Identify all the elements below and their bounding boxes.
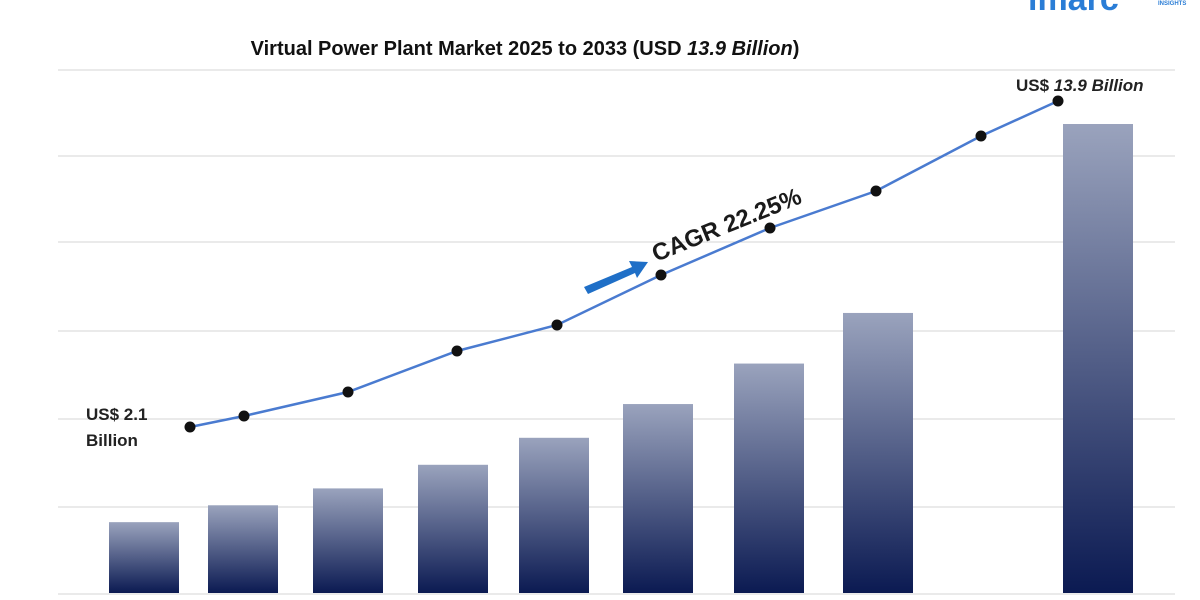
end-value-prefix: US$	[1016, 76, 1054, 95]
bar	[313, 488, 383, 593]
bar	[843, 312, 913, 593]
trend-marker	[238, 410, 250, 422]
trend-marker	[184, 421, 196, 433]
trend-marker	[655, 269, 667, 281]
start-value-label-line1: US$ 2.1	[86, 405, 147, 424]
end-value-amount: 13.9 Billion	[1054, 76, 1144, 95]
bar	[623, 404, 693, 593]
bar	[1063, 124, 1133, 593]
bar	[109, 522, 179, 593]
start-value-label-line2: Billion	[86, 431, 138, 450]
imarc-logo: imarc INSIGHTS	[1028, 0, 1186, 18]
bar	[418, 464, 488, 593]
chart-title: Virtual Power Plant Market 2025 to 2033 …	[251, 38, 800, 60]
chart-title-value: 13.9 Billion	[687, 38, 793, 60]
cagr-label: CAGR 22.25%	[648, 183, 805, 267]
chart-title-suffix: )	[793, 38, 800, 60]
trend-marker	[551, 319, 563, 331]
trend-marker	[1052, 95, 1064, 107]
trend-marker	[870, 185, 882, 197]
chart-title-prefix: Virtual Power Plant Market 2025 to 2033 …	[251, 38, 687, 60]
trend-marker	[975, 130, 987, 142]
trend-marker	[764, 222, 776, 234]
trend-line-group	[184, 95, 1064, 433]
bar	[734, 363, 804, 593]
logo-subtext: INSIGHTS	[1158, 1, 1186, 7]
end-value-label: US$ 13.9 Billion	[1016, 76, 1144, 95]
trend-marker	[451, 345, 463, 357]
bar	[208, 505, 278, 593]
trend-line	[189, 99, 1059, 429]
trend-marker	[342, 386, 354, 398]
cagr-arrow-icon	[584, 261, 648, 294]
logo-text: imarc	[1028, 0, 1119, 18]
bars-group	[109, 124, 1133, 593]
bar	[519, 437, 589, 593]
